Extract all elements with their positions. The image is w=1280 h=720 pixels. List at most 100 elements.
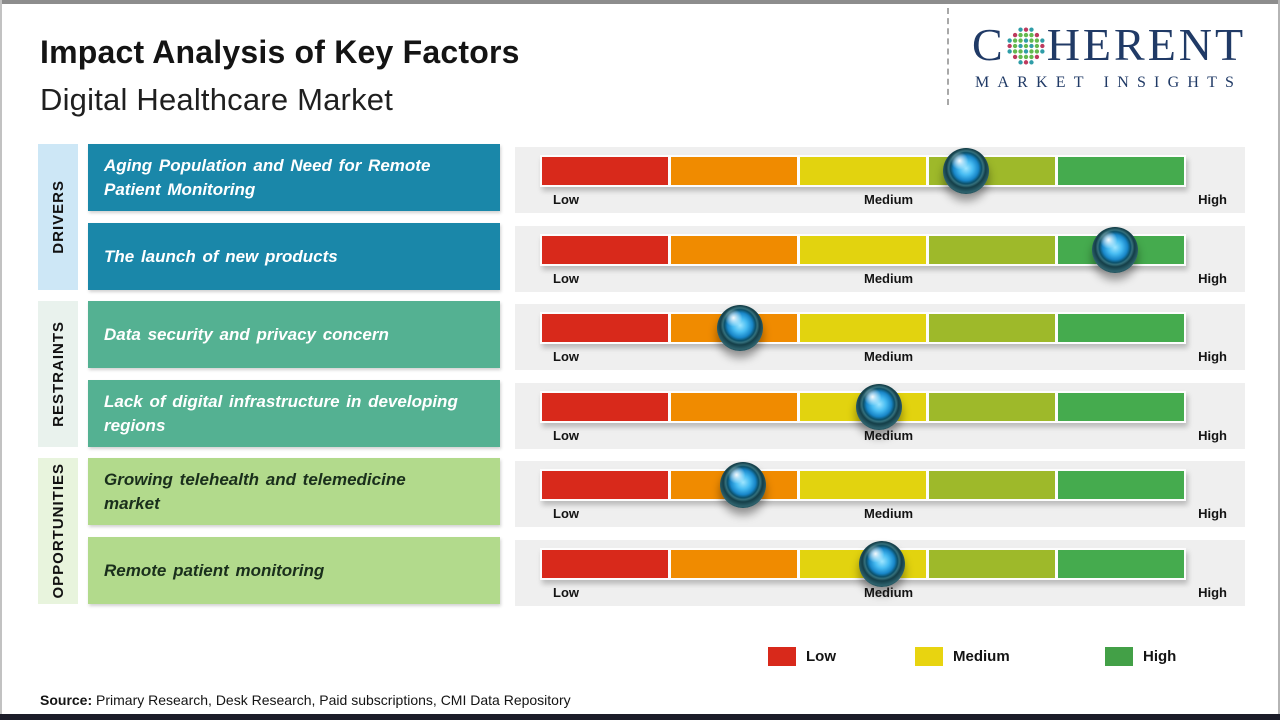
category-label-drivers: DRIVERS [49, 180, 67, 254]
segment-high [1058, 550, 1184, 578]
impact-scale-track [540, 305, 1186, 351]
source-text: Primary Research, Desk Research, Paid su… [92, 692, 571, 708]
scale-label-medium: Medium [863, 271, 914, 286]
legend-swatch-medium [915, 647, 943, 666]
scale-label-low: Low [553, 428, 579, 443]
scale-label-medium: Medium [863, 192, 914, 207]
scale-labels: Low Medium High [553, 271, 1227, 286]
category-label-restraints: RESTRAINTS [49, 321, 67, 427]
legend-swatch-low [768, 647, 796, 666]
scale-label-medium: Medium [863, 585, 914, 600]
logo-divider-dashed-line [947, 8, 949, 105]
brand-wordmark: C HERENT [972, 22, 1264, 68]
brand-letter-c: C [972, 19, 1006, 70]
legend-label-high: High [1143, 648, 1177, 665]
brand-letters-rest: HERENT [1046, 19, 1247, 70]
segment-medium-high [929, 236, 1055, 264]
impact-slider-knob[interactable] [720, 462, 767, 508]
page-title: Impact Analysis of Key Factors [40, 34, 520, 70]
page-border-left [0, 0, 2, 720]
impact-scale-track [540, 541, 1186, 587]
impact-scale-track [540, 384, 1186, 430]
scale-label-medium: Medium [863, 428, 914, 443]
category-label-opportunities: OPPORTUNITIES [49, 463, 67, 599]
scale-label-low: Low [553, 349, 579, 364]
segment-high [1058, 393, 1184, 421]
impact-panel: Low Medium High [515, 383, 1245, 449]
factor-box-data-security: Data security and privacy concern [88, 301, 500, 368]
factor-label: Remote patient monitoring [104, 560, 325, 580]
impact-panel: Low Medium High [515, 304, 1245, 370]
category-strip-opportunities: OPPORTUNITIES [38, 458, 78, 604]
page-subtitle: Digital Healthcare Market [40, 82, 394, 117]
segment-low [542, 550, 668, 578]
scale-labels: Low Medium High [553, 428, 1227, 443]
segment-low-medium [671, 550, 797, 578]
impact-panel: Low Medium High [515, 540, 1245, 606]
scale-label-low: Low [553, 271, 579, 286]
dotted-globe-icon [1007, 27, 1045, 65]
segment-medium-high [929, 314, 1055, 342]
page-border-bottom [0, 714, 1280, 720]
legend-label-low: Low [806, 648, 836, 665]
legend-item-low: Low [768, 647, 836, 666]
impact-scale-track [540, 227, 1186, 273]
header: Impact Analysis of Key Factors Digital H… [40, 34, 520, 118]
segment-high [1058, 314, 1184, 342]
segment-high [1058, 157, 1184, 185]
impact-panel: Low Medium High [515, 461, 1245, 527]
segment-low-medium [671, 393, 797, 421]
segment-medium [800, 314, 926, 342]
scale-label-high: High [1198, 271, 1227, 286]
impact-scale-track [540, 148, 1186, 194]
segment-medium-high [929, 471, 1055, 499]
factor-label: Data security and privacy concern [104, 324, 389, 344]
impact-panel: Low Medium High [515, 147, 1245, 213]
scale-labels: Low Medium High [553, 349, 1227, 364]
page-border-right [1278, 0, 1280, 720]
segment-low [542, 157, 668, 185]
factor-box-digital-infrastructure: Lack of digital infrastructure in develo… [88, 380, 500, 447]
scale-labels: Low Medium High [553, 506, 1227, 521]
legend-item-medium: Medium [915, 647, 1010, 666]
scale-label-high: High [1198, 506, 1227, 521]
scale-label-medium: Medium [863, 506, 914, 521]
category-strip-drivers: DRIVERS [38, 144, 78, 290]
brand-logo: C HERENT MARKET INSIGHTS [972, 22, 1264, 92]
category-strip-restraints: RESTRAINTS [38, 301, 78, 447]
impact-slider-knob[interactable] [856, 384, 903, 430]
segment-medium [800, 236, 926, 264]
segment-low [542, 393, 668, 421]
segment-low [542, 471, 668, 499]
segment-medium [800, 471, 926, 499]
scale-label-high: High [1198, 349, 1227, 364]
segment-medium-high [929, 550, 1055, 578]
scale-labels: Low Medium High [553, 585, 1227, 600]
segment-low [542, 236, 668, 264]
segment-medium [800, 157, 926, 185]
factor-box-remote-monitoring: Remote patient monitoring [88, 537, 500, 604]
page-border-top [0, 0, 1280, 4]
impact-slider-knob[interactable] [717, 305, 764, 351]
legend-item-high: High [1105, 647, 1176, 666]
scale-label-high: High [1198, 585, 1227, 600]
factor-label: Lack of digital infrastructure in develo… [104, 391, 458, 435]
impact-panel: Low Medium High [515, 226, 1245, 292]
brand-tagline: MARKET INSIGHTS [975, 74, 1243, 91]
scale-label-low: Low [553, 506, 579, 521]
segment-low-medium [671, 157, 797, 185]
scale-label-high: High [1198, 192, 1227, 207]
legend-swatch-high [1105, 647, 1133, 666]
impact-slider-knob[interactable] [943, 148, 990, 194]
source-line: Source: Primary Research, Desk Research,… [40, 692, 571, 708]
factor-label: Growing telehealth and telemedicine mark… [104, 469, 406, 513]
segment-medium-high [929, 393, 1055, 421]
factor-box-new-products: The launch of new products [88, 223, 500, 290]
scale-label-low: Low [553, 192, 579, 207]
scale-labels: Low Medium High [553, 192, 1227, 207]
impact-slider-knob[interactable] [1091, 227, 1138, 273]
factor-label: The launch of new products [104, 246, 338, 266]
impact-slider-knob[interactable] [859, 541, 906, 587]
scale-label-high: High [1198, 428, 1227, 443]
source-prefix: Source: [40, 692, 93, 708]
